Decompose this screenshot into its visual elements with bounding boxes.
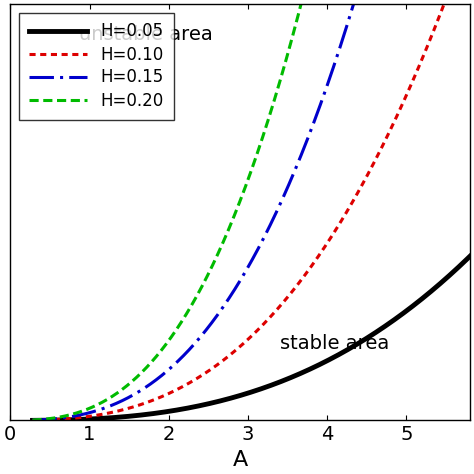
H=0.05 [350, 344, 356, 349]
H=0.10 [243, 338, 248, 344]
H=0.15 [350, 3, 356, 9]
X-axis label: A: A [232, 450, 248, 470]
H=0.15 [30, 417, 36, 423]
H=0.20 [207, 269, 212, 274]
H=0.05 [430, 287, 436, 292]
Line: H=0.10: H=0.10 [33, 0, 470, 420]
H=0.10 [437, 12, 443, 18]
H=0.15 [243, 268, 248, 274]
Text: stable area: stable area [280, 334, 389, 353]
Text: unstable area: unstable area [79, 25, 213, 44]
H=0.05 [207, 401, 212, 406]
H=0.10 [207, 367, 212, 373]
Legend: H=0.05, H=0.10, H=0.15, H=0.20: H=0.05, H=0.10, H=0.15, H=0.20 [18, 12, 173, 119]
H=0.20 [30, 417, 36, 423]
Line: H=0.15: H=0.15 [33, 0, 470, 420]
H=0.05 [437, 281, 443, 287]
Line: H=0.20: H=0.20 [33, 0, 470, 420]
H=0.05 [30, 418, 36, 423]
H=0.10 [291, 287, 297, 292]
H=0.10 [30, 418, 36, 423]
H=0.15 [207, 323, 212, 328]
H=0.05 [243, 391, 248, 397]
H=0.15 [291, 170, 297, 176]
H=0.10 [430, 29, 436, 35]
H=0.20 [243, 183, 248, 189]
H=0.05 [291, 374, 297, 379]
Line: H=0.05: H=0.05 [33, 256, 470, 420]
H=0.10 [350, 199, 356, 204]
H=0.20 [291, 29, 297, 35]
H=0.05 [467, 254, 473, 259]
